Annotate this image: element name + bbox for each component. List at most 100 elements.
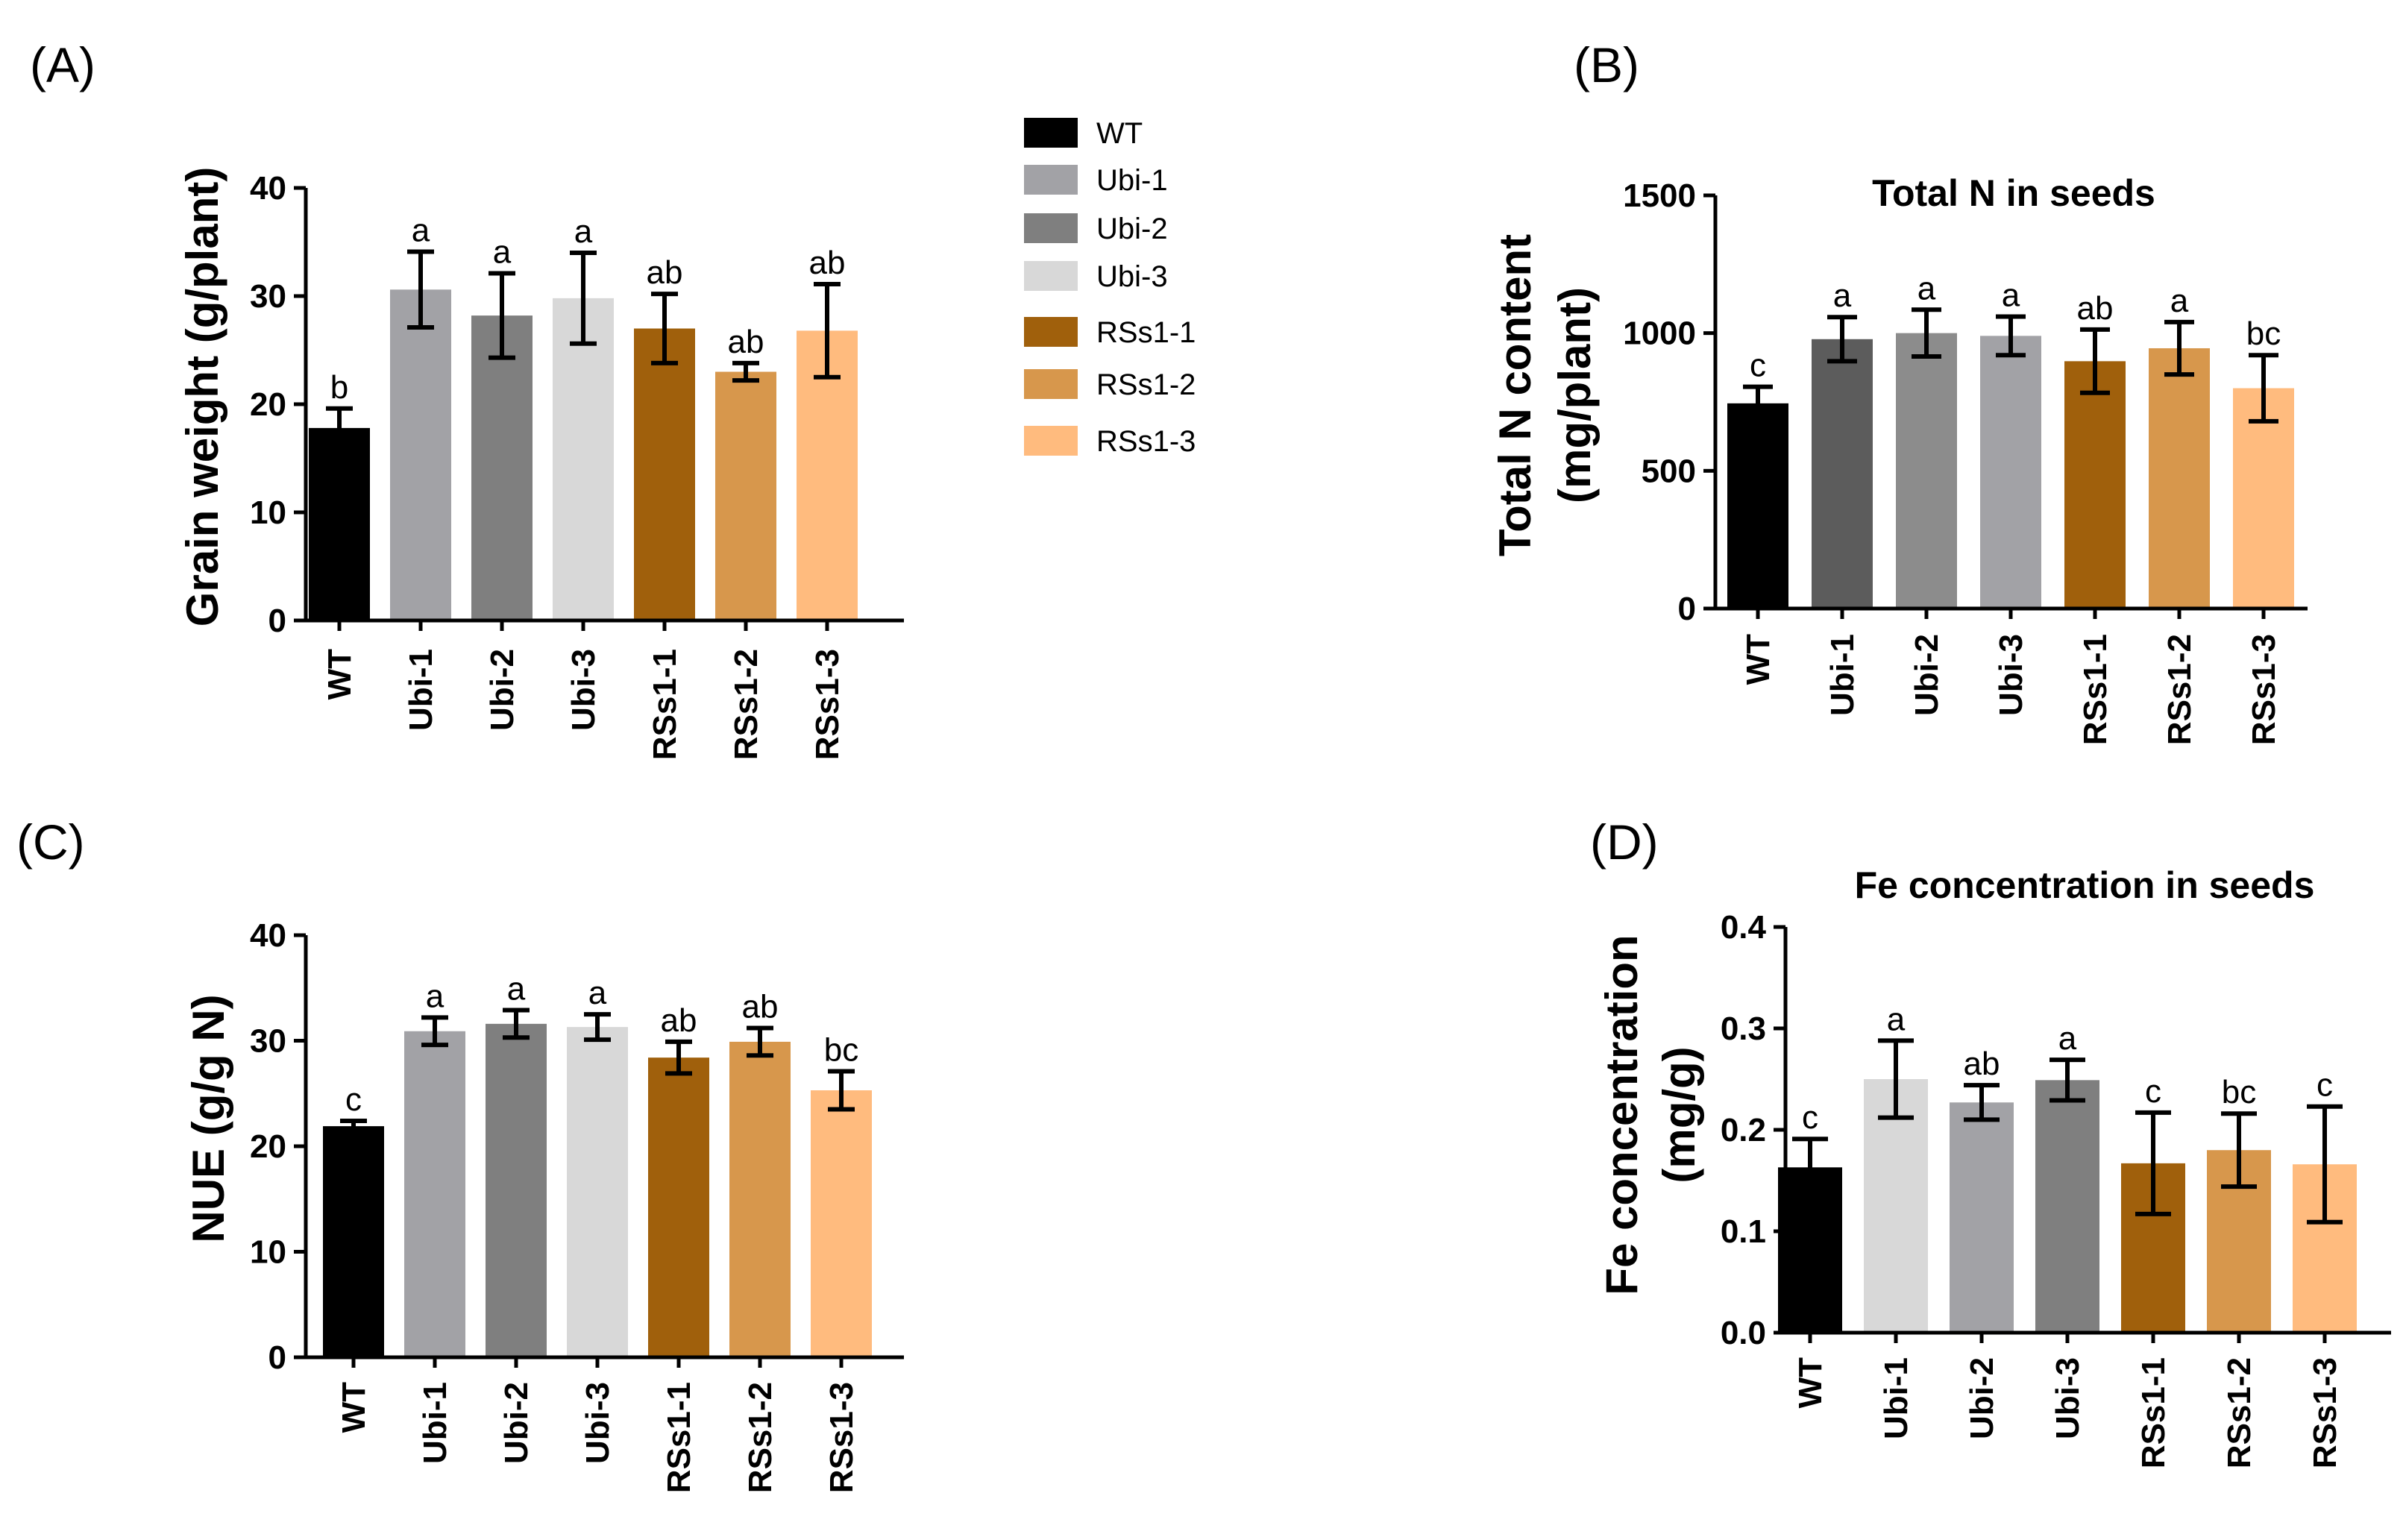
axis-lines-d [1783,927,2391,1335]
significance-d-ubi-1: a [1887,1001,1906,1037]
x-tick-label-b-ubi-1: Ubi-1 [1824,634,1861,716]
significance-a-wt: b [330,369,348,406]
error-bar-c-rss1-3 [828,1069,855,1112]
legend-label-rss1-1: RSs1-1 [1096,316,1196,349]
significance-b-ubi-3: a [2002,277,2020,314]
bar-b-ubi-1 [1812,339,1873,609]
bar-c-rss1-2 [729,1041,791,1357]
x-tick-label-b-rss1-2: RSs1-2 [2161,634,2198,745]
error-bar-b-ubi-2 [1912,307,1941,359]
legend-swatch-rss1-2 [1024,369,1078,399]
error-bar-c-rss1-2 [747,1025,773,1058]
x-tick-label-c-rss1-1: RSs1-1 [661,1382,697,1493]
error-bar-a-rss1-3 [814,282,841,380]
bar-a-ubi-2 [471,315,533,620]
significance-c-wt: c [345,1081,362,1118]
axes-a [304,188,904,631]
y-axis-title-b: Total N content [1490,234,1540,556]
error-bar-d-rss1-2 [2221,1111,2257,1189]
bar-c-wt [323,1126,384,1357]
bar-b-rss1-3 [2233,388,2294,609]
error-bar-a-rss1-1 [651,292,678,365]
x-tick-label-b-rss1-3: RSs1-3 [2246,634,2282,745]
x-tick-label-b-wt: WT [1740,634,1777,685]
error-bar-b-rss1-2 [2164,319,2194,377]
x-tick-label-d-rss1-1: RSs1-1 [2135,1357,2172,1468]
error-bar-a-rss1-2 [732,360,759,383]
y-ticks-a: 0 10 20 30 40 [250,170,306,639]
error-bar-d-wt [1792,1137,1828,1198]
error-bars-c [340,1008,855,1134]
bar-c-rss1-1 [648,1057,709,1357]
axis-lines-b [1713,195,2308,611]
error-bars-a [326,249,841,450]
chart-title-b: Total N in seeds [1872,172,2155,214]
significance-a-rss1-3: ab [809,245,846,281]
bar-c-rss1-3 [811,1090,872,1357]
y-tick-label-d-3: 0.3 [1721,1011,1766,1047]
significance-labels-c: c a a a ab ab bc [345,970,858,1118]
error-bar-d-ubi-2 [1964,1083,2000,1122]
error-bar-c-ubi-1 [421,1015,448,1048]
significance-a-ubi-3: a [574,213,593,250]
significance-c-rss1-3: bc [824,1032,858,1069]
significance-a-ubi-2: a [493,234,512,271]
error-bars-d [1792,1038,2343,1225]
y-tick-label-c-1: 10 [250,1234,286,1271]
error-bar-a-wt [326,406,353,450]
bar-a-wt [309,427,370,620]
significance-b-ubi-2: a [1917,270,1936,307]
bar-c-ubi-1 [404,1031,465,1357]
significance-c-ubi-2: a [507,970,526,1007]
significance-d-wt: c [1802,1099,1818,1136]
chart-a: (A) Grain weight (g/plant) b a a a ab ab ab 0 1… [30,37,904,760]
x-tick-label-c-ubi-2: Ubi-2 [498,1382,535,1464]
significance-d-rss1-1: c [2145,1073,2161,1110]
significance-b-rss1-3: bc [2246,315,2281,352]
panel-label-d: (D) [1590,814,1659,870]
legend-swatch-ubi-3 [1024,261,1078,291]
x-tick-label-a-rss1-3: RSs1-3 [809,649,846,760]
y-ticks-d: 0.0 0.1 0.2 0.3 0.4 [1721,909,1785,1351]
y-axis-subtitle-b: (mg/plant) [1550,287,1600,503]
bar-c-ubi-2 [486,1023,547,1357]
error-bar-c-wt [340,1119,367,1134]
error-bar-c-ubi-2 [503,1008,530,1040]
legend-label-rss1-2: RSs1-2 [1096,368,1196,401]
error-bar-b-wt [1743,384,1773,423]
y-tick-label-a-3: 30 [250,278,286,315]
significance-d-rss1-3: c [2317,1067,2333,1104]
error-bars-b [1743,307,2278,424]
panel-label-a: (A) [30,37,95,92]
x-tick-label-a-ubi-3: Ubi-3 [565,649,602,731]
legend-swatch-wt [1024,118,1078,148]
bar-d-ubi-2 [1950,1102,2014,1333]
axes-c [304,935,904,1368]
significance-d-ubi-2: ab [1964,1046,2000,1082]
bar-a-ubi-1 [390,289,451,620]
y-tick-label-c-0: 0 [268,1339,286,1376]
significance-a-rss1-2: ab [728,324,764,360]
bars-b [1727,333,2294,609]
significance-a-rss1-1: ab [647,254,683,291]
bar-d-ubi-3 [2035,1080,2099,1333]
y-tick-label-b-1: 500 [1642,453,1696,489]
bar-a-rss1-1 [634,328,695,620]
y-tick-label-d-0: 0.0 [1721,1315,1766,1351]
y-tick-label-c-2: 20 [250,1128,286,1165]
x-tick-label-c-ubi-3: Ubi-3 [579,1382,616,1464]
y-tick-label-a-4: 40 [250,170,286,207]
x-categories-c: WT Ubi-1 Ubi-2 Ubi-3 RSs1-1 RSs1-2 RSs1-3 [336,1382,860,1493]
y-tick-label-a-1: 10 [250,494,286,531]
x-tick-label-b-ubi-3: Ubi-3 [1993,634,2029,716]
significance-c-ubi-3: a [588,975,607,1011]
y-tick-label-d-1: 0.1 [1721,1213,1766,1250]
significance-labels-a: b a a a ab ab ab [330,213,846,406]
y-tick-label-b-2: 1000 [1623,315,1696,352]
bar-b-rss1-1 [2064,361,2126,609]
significance-a-ubi-1: a [412,213,430,249]
x-tick-label-d-ubi-2: Ubi-2 [1964,1357,2000,1439]
error-bar-b-rss1-1 [2080,327,2110,395]
significance-c-rss1-1: ab [661,1002,697,1039]
